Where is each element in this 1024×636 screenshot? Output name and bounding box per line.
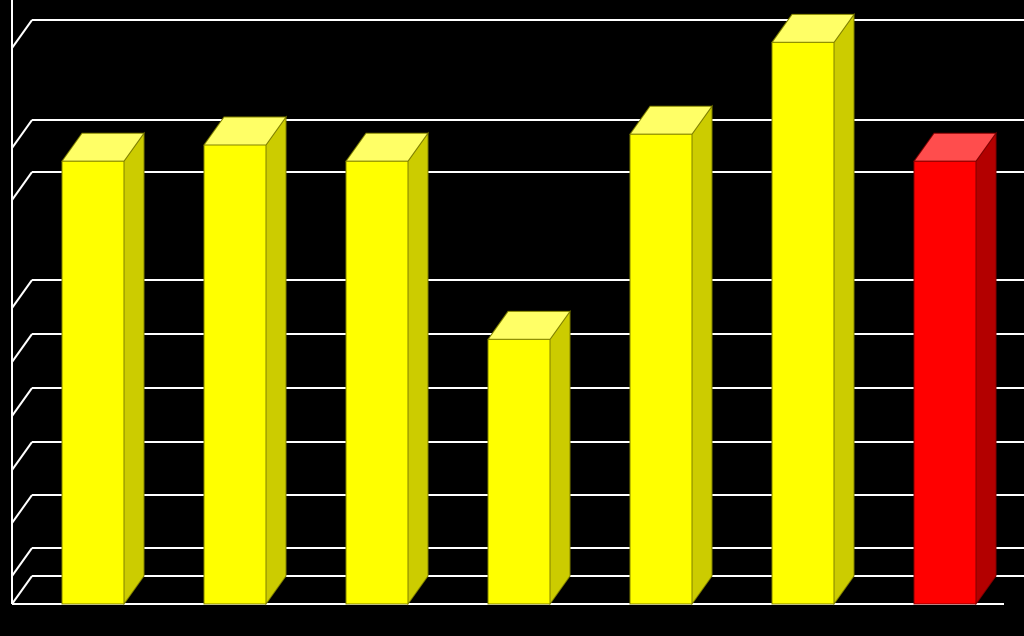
bar-3 [488, 311, 570, 604]
chart-svg [0, 0, 1024, 636]
bar-front [204, 145, 266, 604]
bar-front [630, 134, 692, 604]
bar-side [124, 133, 144, 604]
bar-5 [772, 14, 854, 604]
bar-side [408, 133, 428, 604]
bar-side [550, 311, 570, 604]
bar-chart-3d [0, 0, 1024, 636]
bar-front [488, 339, 550, 604]
bar-side [976, 133, 996, 604]
bar-front [914, 161, 976, 604]
bar-1 [204, 117, 286, 604]
bar-side [692, 106, 712, 604]
bar-0 [62, 133, 144, 604]
bar-side [266, 117, 286, 604]
bar-front [346, 161, 408, 604]
bar-6 [914, 133, 996, 604]
bar-front [772, 42, 834, 604]
bar-2 [346, 133, 428, 604]
bar-front [62, 161, 124, 604]
bar-4 [630, 106, 712, 604]
bar-side [834, 14, 854, 604]
